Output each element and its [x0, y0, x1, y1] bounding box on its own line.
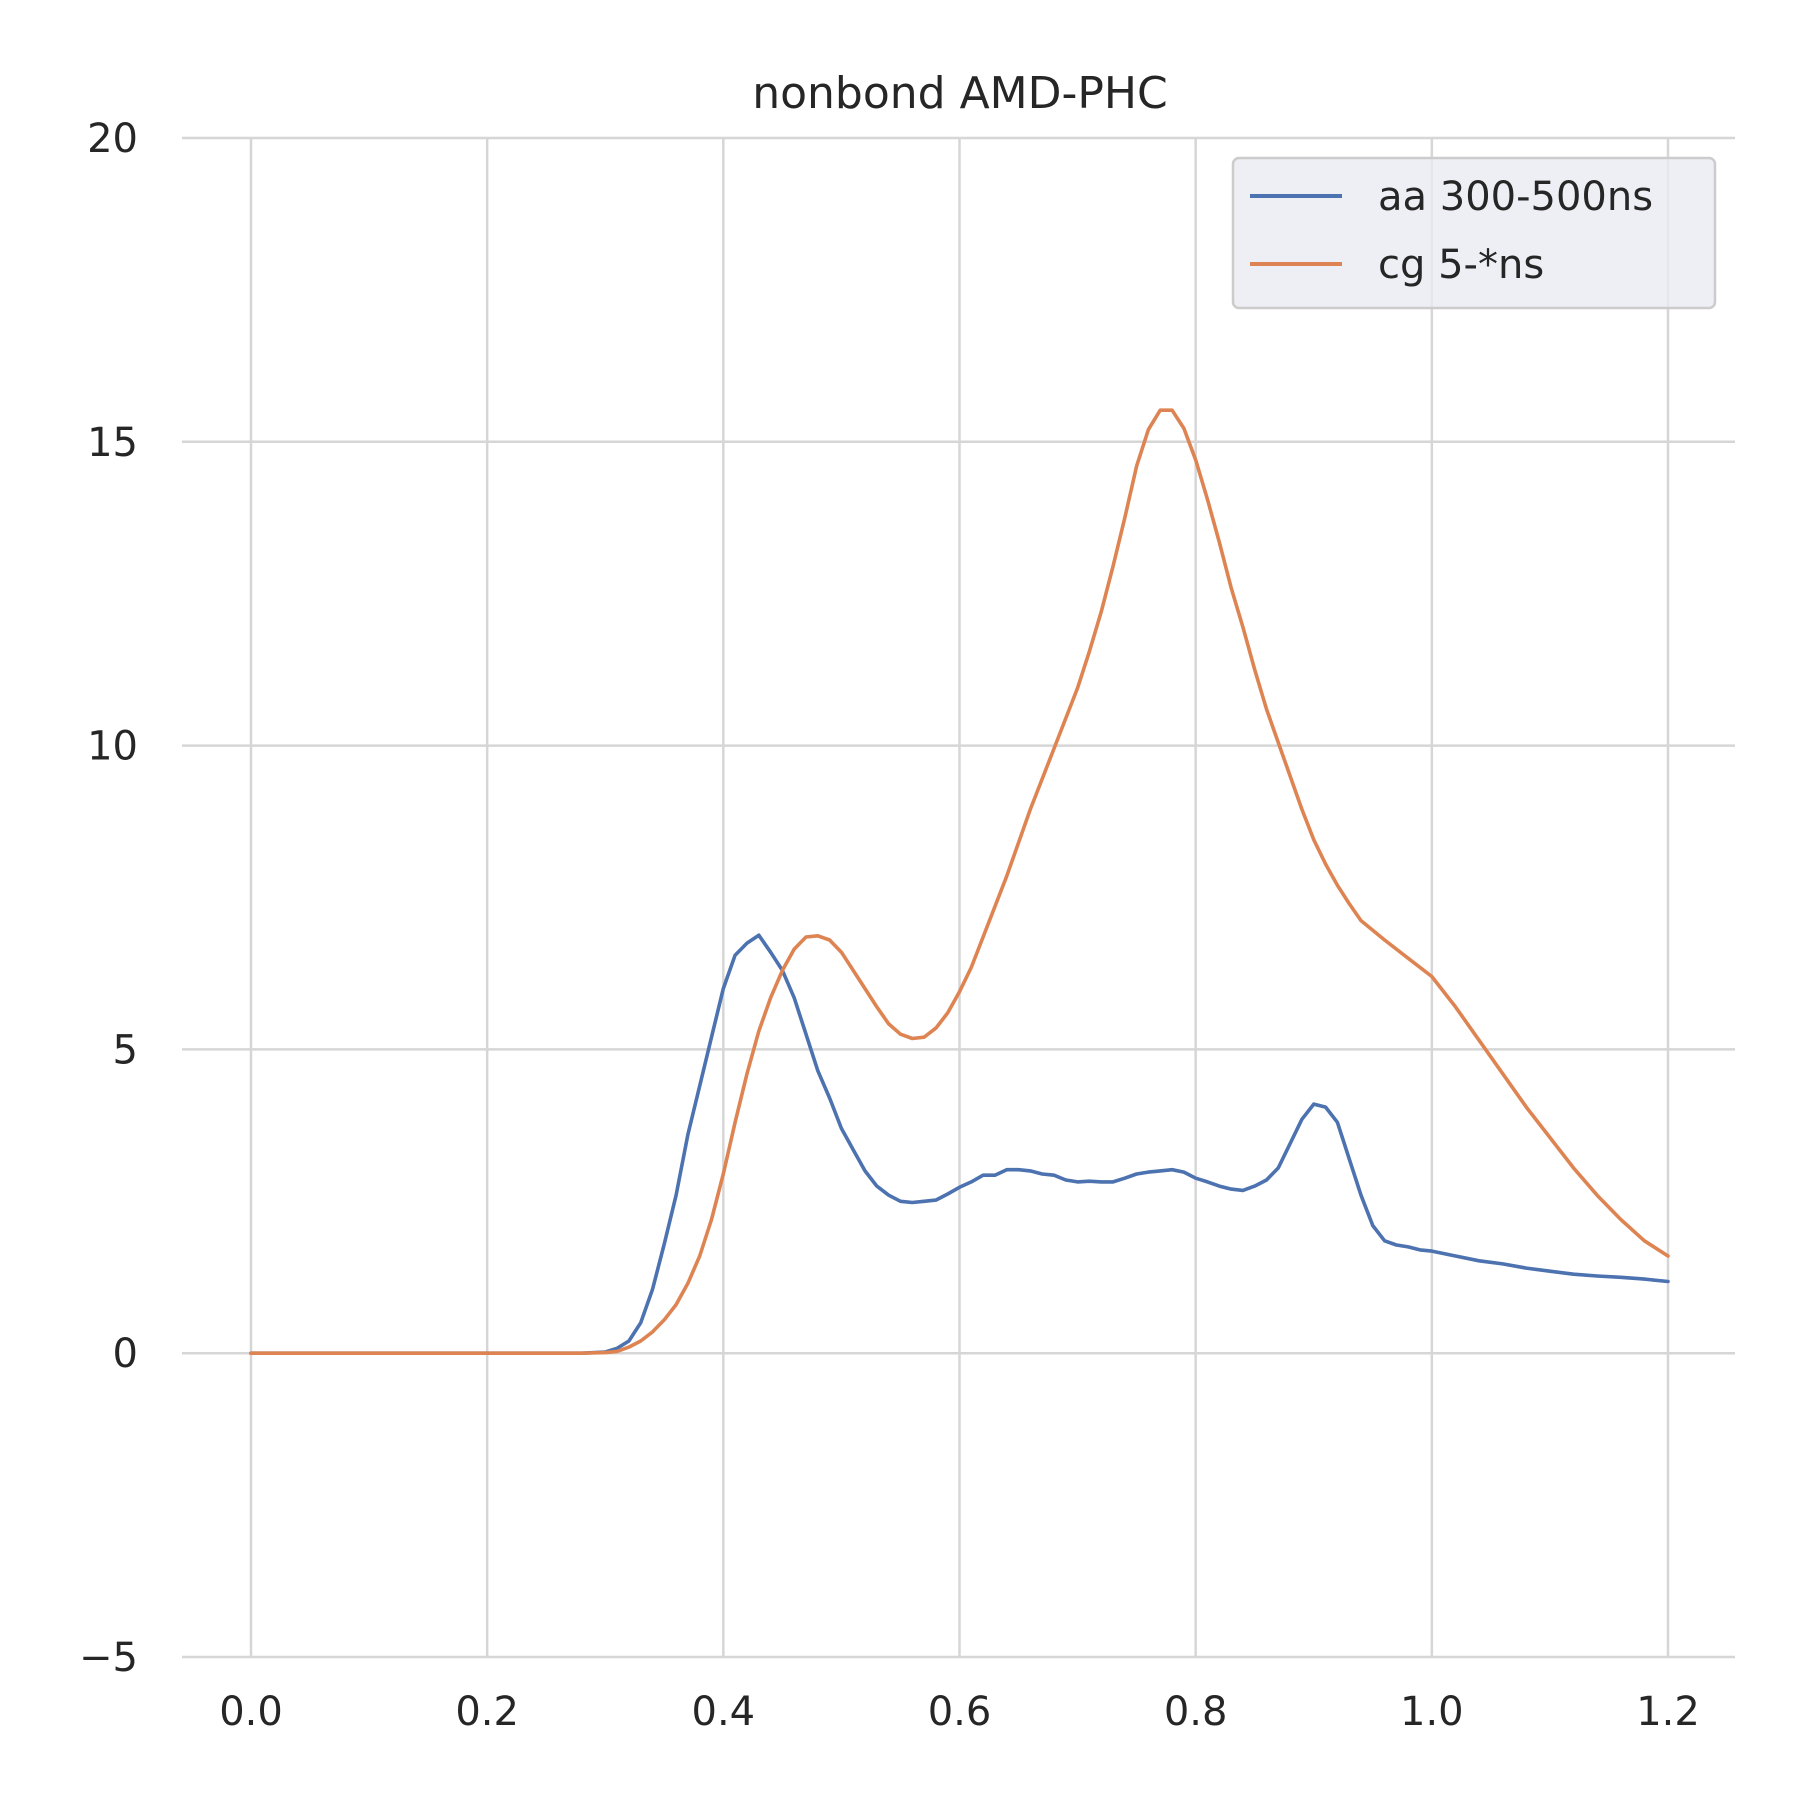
- y-tick-label: 0: [113, 1331, 138, 1377]
- legend: aa 300-500ns cg 5-*ns: [1231, 156, 1717, 310]
- legend-box: [1231, 156, 1717, 310]
- y-tick-label: 15: [87, 420, 138, 466]
- x-tick-label: 1.2: [1636, 1689, 1700, 1735]
- grid-lines: [182, 136, 1735, 1659]
- x-tick-label: 0.0: [219, 1689, 283, 1735]
- x-tick-label: 0.6: [928, 1689, 992, 1735]
- y-tick-label: 10: [87, 724, 138, 770]
- chart-title: nonbond AMD-PHC: [752, 68, 1168, 119]
- y-tick-label: 5: [113, 1027, 138, 1073]
- series-line-1: [249, 408, 1670, 1355]
- x-tick-label: 0.4: [692, 1689, 756, 1735]
- legend-label-cg: cg 5-*ns: [1378, 242, 1544, 288]
- x-tick-label: 1.0: [1400, 1689, 1464, 1735]
- y-tick-label: 20: [87, 116, 138, 162]
- legend-label-aa: aa 300-500ns: [1378, 174, 1653, 220]
- series-line-0: [249, 933, 1670, 1355]
- x-tick-label: 0.2: [455, 1689, 519, 1735]
- tick-labels: 0.0 0.2 0.4 0.6 0.8 1.0 1.2 −5 0 5 10 15 20: [79, 116, 1700, 1735]
- y-tick-label: −5: [79, 1635, 138, 1681]
- series-lines: [249, 408, 1670, 1355]
- x-tick-label: 0.8: [1164, 1689, 1228, 1735]
